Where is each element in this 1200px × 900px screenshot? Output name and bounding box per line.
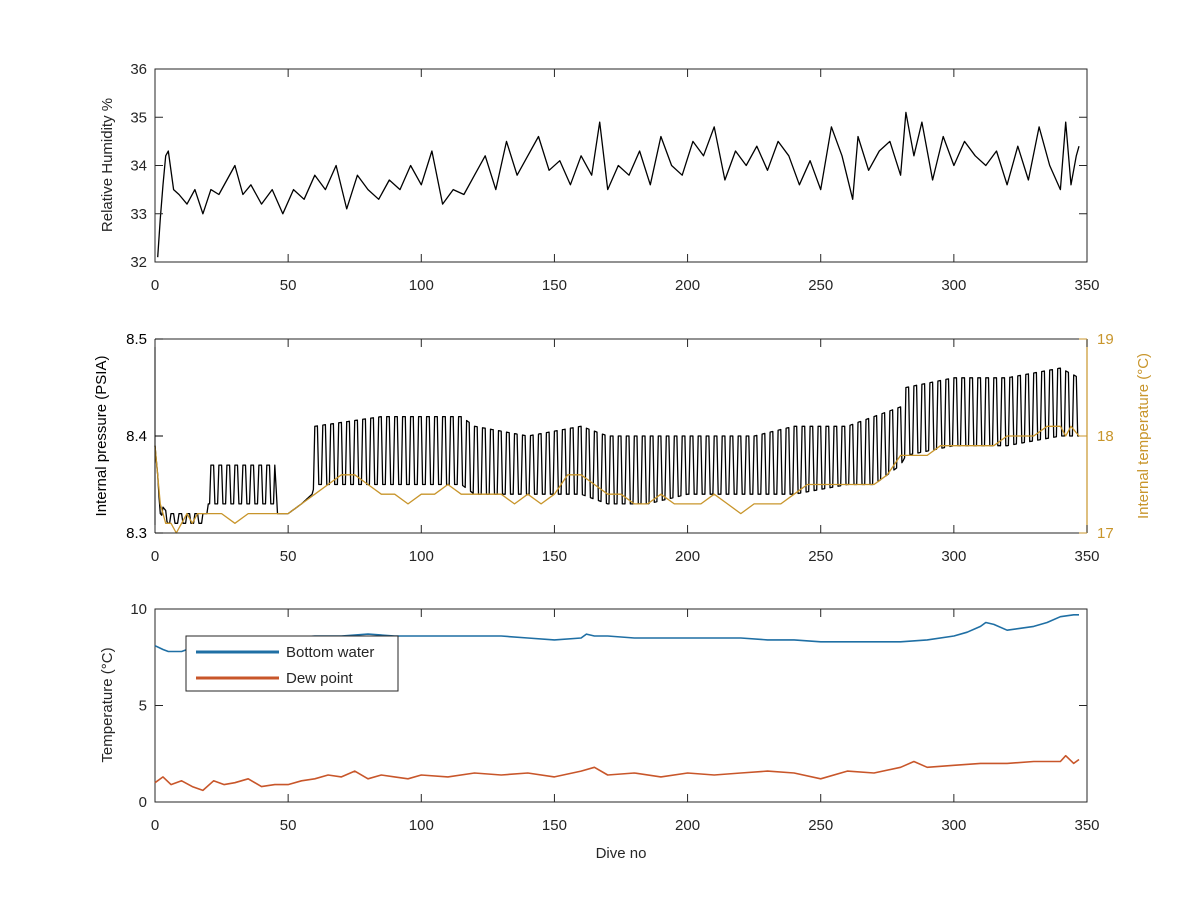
series-line-0 bbox=[157, 111, 1080, 258]
y-tick-label: 34 bbox=[130, 158, 147, 175]
legend-label-bottom-water: Bottom water bbox=[286, 644, 374, 661]
series-line-0 bbox=[154, 367, 1079, 524]
legend-label-dew-point: Dew point bbox=[286, 670, 354, 687]
x-tick-label: 250 bbox=[808, 277, 833, 294]
internal-temperature-ylabel: Internal temperature (°C) bbox=[1135, 353, 1152, 519]
x-axis-label: Dive no bbox=[596, 845, 647, 862]
humidity-ylabel: Relative Humidity % bbox=[99, 98, 116, 232]
y-right-tick-label: 17 bbox=[1097, 525, 1114, 542]
x-tick-label: 100 bbox=[409, 548, 434, 565]
y-tick-label: 36 bbox=[130, 61, 147, 78]
humidity-axis-ticks: 0 50 100 150 200 250 300 350 32 33 34 35 36 bbox=[130, 61, 1099, 294]
y-tick-label: 0 bbox=[139, 794, 147, 811]
legend-box bbox=[185, 635, 399, 692]
y-tick-label: 5 bbox=[139, 698, 147, 715]
x-tick-label: 0 bbox=[151, 277, 159, 294]
y-right-tick-label: 19 bbox=[1097, 331, 1114, 348]
x-tick-label: 150 bbox=[542, 277, 567, 294]
x-tick-label: 350 bbox=[1074, 817, 1099, 834]
temperature-ylabel: Temperature (°C) bbox=[99, 647, 116, 762]
x-tick-label: 50 bbox=[280, 548, 297, 565]
y-tick-label: 8.4 bbox=[126, 428, 147, 445]
x-tick-label: 250 bbox=[808, 817, 833, 834]
x-tick-label: 100 bbox=[409, 277, 434, 294]
x-tick-label: 0 bbox=[151, 817, 159, 834]
x-tick-label: 250 bbox=[808, 548, 833, 565]
y-tick-label: 8.3 bbox=[126, 525, 147, 542]
y-tick-label: 10 bbox=[130, 601, 147, 618]
x-tick-label: 50 bbox=[280, 817, 297, 834]
y-tick-label: 32 bbox=[130, 254, 147, 271]
x-tick-label: 0 bbox=[151, 548, 159, 565]
x-tick-label: 300 bbox=[941, 548, 966, 565]
x-tick-label: 350 bbox=[1074, 277, 1099, 294]
x-tick-label: 300 bbox=[941, 277, 966, 294]
x-tick-label: 150 bbox=[542, 817, 567, 834]
y-right-tick-label: 18 bbox=[1097, 428, 1114, 445]
temperature-axis-ticks: 0 50 100 150 200 250 300 350 0 5 10 bbox=[130, 601, 1099, 834]
y-tick-label: 33 bbox=[130, 206, 147, 223]
humidity-panel: 0 50 100 150 200 250 300 350 32 33 34 35 36 Relative… bbox=[99, 61, 1100, 294]
x-tick-label: 200 bbox=[675, 548, 700, 565]
y-tick-label: 8.5 bbox=[126, 331, 147, 348]
pressure-axis-ticks: 0 50 100 150 200 250 300 350 8.3 8.4 8.5 17 18 19 bbox=[126, 331, 1114, 565]
x-tick-label: 150 bbox=[542, 548, 567, 565]
pressure-series-layer bbox=[154, 367, 1080, 534]
humidity-plot-area bbox=[154, 68, 1088, 263]
temperature-panel: 0 50 100 150 200 250 300 350 0 5 10 Temperature (°… bbox=[99, 601, 1100, 862]
x-tick-label: 200 bbox=[675, 277, 700, 294]
x-tick-label: 350 bbox=[1074, 548, 1099, 565]
humidity-series-layer bbox=[157, 111, 1080, 258]
x-tick-label: 200 bbox=[675, 817, 700, 834]
temperature-legend: Bottom water Dew point bbox=[185, 635, 399, 692]
x-tick-label: 100 bbox=[409, 817, 434, 834]
series-line-1 bbox=[154, 425, 1080, 534]
x-tick-label: 50 bbox=[280, 277, 297, 294]
series-line-1 bbox=[154, 754, 1080, 792]
x-tick-label: 300 bbox=[941, 817, 966, 834]
y-tick-label: 35 bbox=[130, 109, 147, 126]
pressure-ylabel: Internal pressure (PSIA) bbox=[93, 356, 110, 517]
pressure-temperature-panel: 0 50 100 150 200 250 300 350 8.3 8.4 8.5 17 18 19 Int… bbox=[93, 331, 1152, 565]
